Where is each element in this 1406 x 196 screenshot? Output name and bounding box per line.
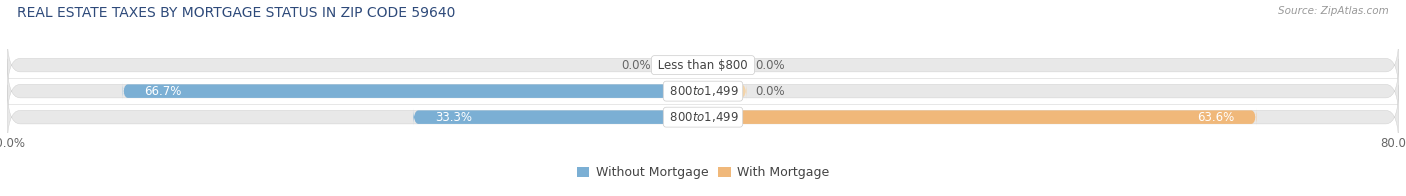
FancyBboxPatch shape xyxy=(413,108,703,126)
FancyBboxPatch shape xyxy=(7,85,1399,149)
FancyBboxPatch shape xyxy=(703,108,1257,126)
Text: 33.3%: 33.3% xyxy=(434,111,472,124)
FancyBboxPatch shape xyxy=(659,56,703,74)
Text: Less than $800: Less than $800 xyxy=(654,59,752,72)
FancyBboxPatch shape xyxy=(703,82,747,100)
FancyBboxPatch shape xyxy=(703,56,747,74)
FancyBboxPatch shape xyxy=(122,82,703,100)
Legend: Without Mortgage, With Mortgage: Without Mortgage, With Mortgage xyxy=(572,161,834,184)
FancyBboxPatch shape xyxy=(7,59,1399,123)
Text: REAL ESTATE TAXES BY MORTGAGE STATUS IN ZIP CODE 59640: REAL ESTATE TAXES BY MORTGAGE STATUS IN … xyxy=(17,6,456,20)
Text: 0.0%: 0.0% xyxy=(755,59,785,72)
Text: 0.0%: 0.0% xyxy=(755,85,785,98)
Text: $800 to $1,499: $800 to $1,499 xyxy=(666,84,740,98)
Text: Source: ZipAtlas.com: Source: ZipAtlas.com xyxy=(1278,6,1389,16)
FancyBboxPatch shape xyxy=(7,33,1399,97)
Text: 66.7%: 66.7% xyxy=(145,85,181,98)
Text: 0.0%: 0.0% xyxy=(621,59,651,72)
Text: $800 to $1,499: $800 to $1,499 xyxy=(666,110,740,124)
Text: 63.6%: 63.6% xyxy=(1198,111,1234,124)
